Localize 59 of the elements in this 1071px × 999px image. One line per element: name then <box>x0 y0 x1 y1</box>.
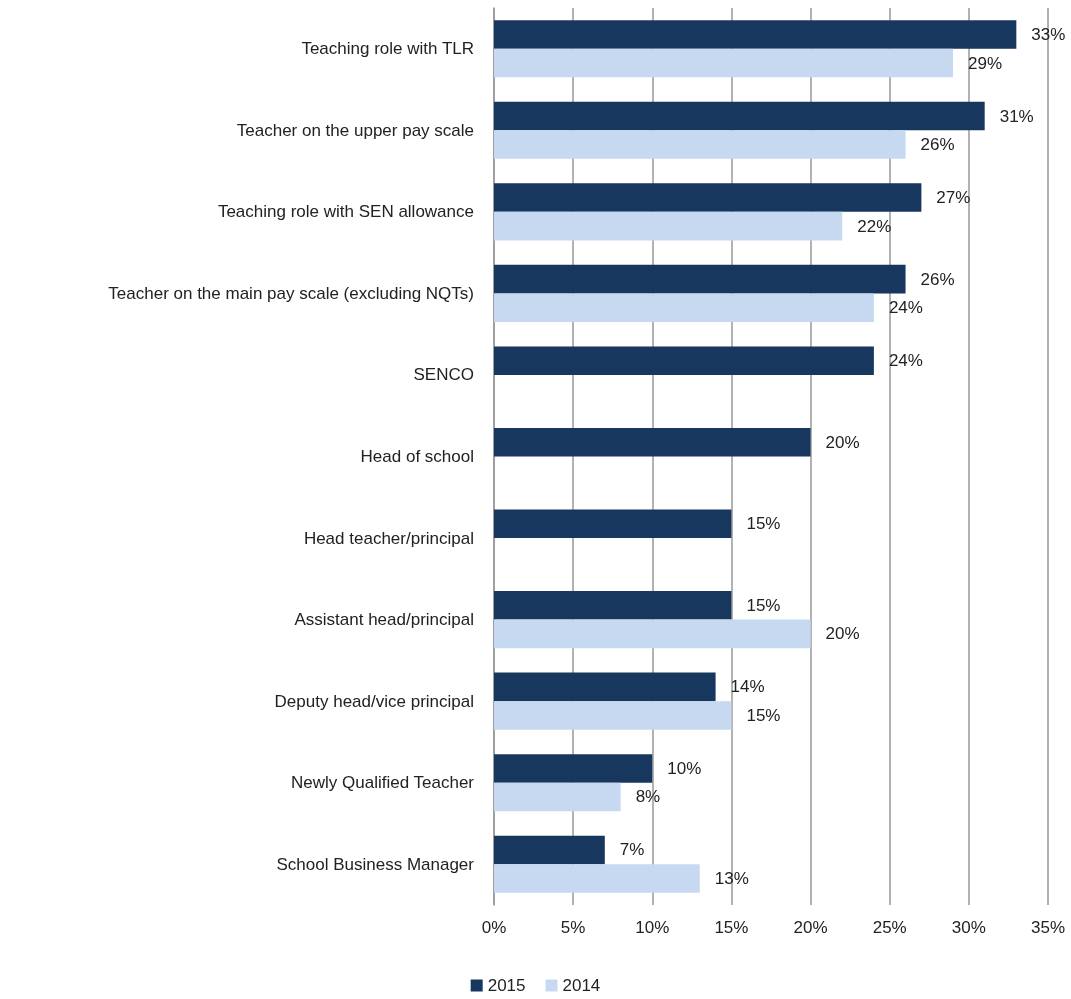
x-tick-label: 10% <box>635 918 670 937</box>
data-label: 7% <box>619 840 645 860</box>
data-label: 31% <box>999 106 1034 126</box>
x-tick-label: 20% <box>793 918 828 937</box>
x-tick-label: 30% <box>951 918 986 937</box>
bar <box>494 591 732 620</box>
bar <box>494 130 906 159</box>
y-tick-label: Deputy head/vice principal <box>274 691 474 711</box>
bar <box>494 835 605 865</box>
data-label: 24% <box>888 351 923 371</box>
y-tick-label: Teacher on the main pay scale (excluding NQTs) <box>108 283 474 303</box>
y-tick-label: Newly Qualified Teacher <box>291 773 475 793</box>
x-tick-label: 35% <box>1030 918 1066 937</box>
bar <box>494 701 732 730</box>
bar <box>494 264 906 294</box>
bar <box>494 672 716 702</box>
y-tick-label: SENCO <box>413 365 474 385</box>
bar <box>494 101 985 131</box>
data-label: 14% <box>730 677 765 697</box>
data-label: 10% <box>667 758 702 778</box>
data-label: 22% <box>857 216 892 236</box>
data-label: 26% <box>920 135 955 155</box>
data-label: 33% <box>1031 25 1066 44</box>
x-tick-label: 0% <box>481 918 507 937</box>
bar <box>494 509 732 539</box>
y-tick-label: Teacher on the upper pay scale <box>236 120 474 140</box>
data-label: 26% <box>920 269 955 289</box>
bar <box>494 293 874 322</box>
data-label: 15% <box>746 514 781 534</box>
bar <box>494 346 874 375</box>
y-tick-label: Head teacher/principal <box>303 528 474 548</box>
bar <box>494 619 811 649</box>
bar <box>494 183 922 212</box>
data-label: 13% <box>714 869 749 888</box>
y-tick-label: Head of school <box>360 447 474 466</box>
y-tick-label: Teaching role with TLR <box>301 39 474 59</box>
x-tick-label: 25% <box>872 918 907 937</box>
data-label: 15% <box>746 705 781 725</box>
data-label: 24% <box>888 298 923 318</box>
legend-label: 2015 <box>487 976 526 995</box>
x-tick-label: 5% <box>560 918 586 937</box>
data-label: 29% <box>968 53 1003 73</box>
bar <box>494 754 653 783</box>
bar <box>494 211 843 241</box>
y-tick-label: Teaching role with SEN allowance <box>217 202 474 222</box>
y-tick-label: Assistant head/principal <box>294 610 474 630</box>
data-label: 27% <box>936 188 971 208</box>
data-label: 20% <box>825 432 860 452</box>
data-label: 8% <box>635 787 661 807</box>
legend-label: 2014 <box>562 976 601 995</box>
bar <box>494 427 811 457</box>
x-tick-label: 15% <box>714 918 749 937</box>
data-label: 15% <box>746 595 781 615</box>
bar <box>494 20 1017 49</box>
bar <box>494 48 954 78</box>
y-tick-label: School Business Manager <box>276 854 475 874</box>
bar <box>494 864 700 893</box>
data-label: 20% <box>825 624 860 644</box>
bar <box>494 782 621 812</box>
